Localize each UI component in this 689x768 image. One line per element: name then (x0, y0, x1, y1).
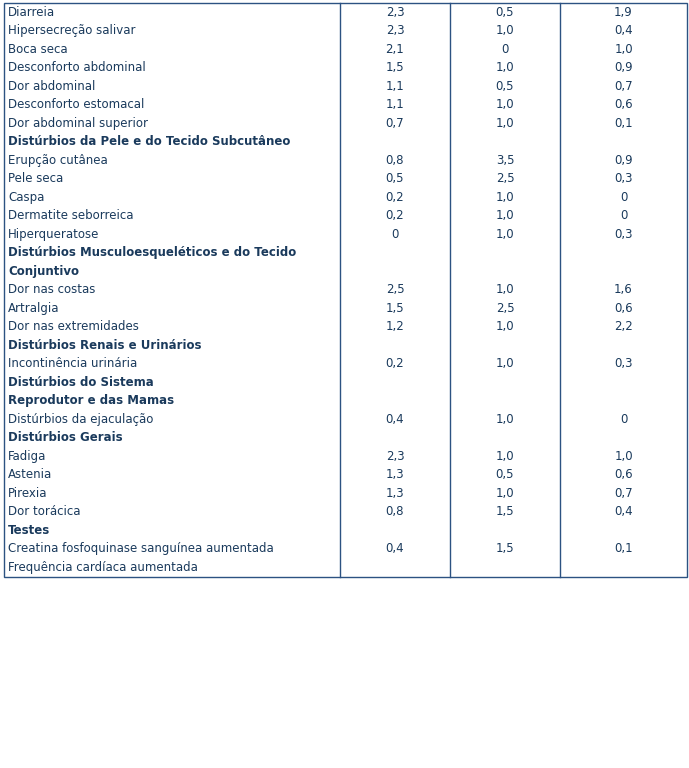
Text: Distúrbios Gerais: Distúrbios Gerais (8, 432, 123, 444)
Text: 1,0: 1,0 (495, 228, 514, 240)
Text: 1,9: 1,9 (614, 5, 633, 18)
Text: Boca seca: Boca seca (8, 43, 68, 56)
Text: 0,4: 0,4 (614, 25, 633, 38)
Text: Hiperqueratose: Hiperqueratose (8, 228, 99, 240)
Text: Hipersecreção salivar: Hipersecreção salivar (8, 25, 136, 38)
Text: 0,5: 0,5 (386, 172, 404, 185)
Text: 0,2: 0,2 (386, 209, 404, 222)
Text: 1,0: 1,0 (614, 450, 633, 463)
Text: 0,7: 0,7 (386, 117, 404, 130)
Text: 1,0: 1,0 (495, 320, 514, 333)
Text: 2,5: 2,5 (495, 172, 514, 185)
Text: Pele seca: Pele seca (8, 172, 63, 185)
Text: 0,1: 0,1 (614, 542, 633, 555)
Text: Pirexia: Pirexia (8, 487, 48, 500)
Text: 1,5: 1,5 (386, 302, 404, 315)
Text: 2,5: 2,5 (495, 302, 514, 315)
Text: Distúrbios Renais e Urinários: Distúrbios Renais e Urinários (8, 339, 201, 352)
Text: 0,5: 0,5 (496, 80, 514, 93)
Text: 1,0: 1,0 (495, 450, 514, 463)
Text: 1,5: 1,5 (386, 61, 404, 74)
Text: 1,0: 1,0 (495, 283, 514, 296)
Text: Dor nas costas: Dor nas costas (8, 283, 95, 296)
Text: 0,4: 0,4 (386, 542, 404, 555)
Text: 0,5: 0,5 (496, 5, 514, 18)
Text: 1,3: 1,3 (386, 468, 404, 482)
Text: Frequência cardíaca aumentada: Frequência cardíaca aumentada (8, 561, 198, 574)
Text: 2,1: 2,1 (386, 43, 404, 56)
Text: 0,7: 0,7 (614, 80, 633, 93)
Text: 0,2: 0,2 (386, 190, 404, 204)
Text: Testes: Testes (8, 524, 50, 537)
Text: Diarreia: Diarreia (8, 5, 55, 18)
Text: Dor torácica: Dor torácica (8, 505, 81, 518)
Text: Distúrbios da ejaculação: Distúrbios da ejaculação (8, 412, 154, 425)
Text: 1,0: 1,0 (495, 209, 514, 222)
Text: 1,0: 1,0 (614, 43, 633, 56)
Text: 1,1: 1,1 (386, 80, 404, 93)
Text: 1,0: 1,0 (495, 117, 514, 130)
Text: 0,3: 0,3 (615, 357, 633, 370)
Text: 0,7: 0,7 (614, 487, 633, 500)
Text: 0,9: 0,9 (614, 154, 633, 167)
Text: 3,5: 3,5 (496, 154, 514, 167)
Text: 0,2: 0,2 (386, 357, 404, 370)
Text: 1,5: 1,5 (495, 542, 514, 555)
Text: 2,2: 2,2 (614, 320, 633, 333)
Text: 0: 0 (620, 209, 627, 222)
Text: 1,0: 1,0 (495, 487, 514, 500)
Text: 2,3: 2,3 (386, 450, 404, 463)
Text: Distúrbios do Sistema: Distúrbios do Sistema (8, 376, 154, 389)
Bar (4, 3, 687, 577)
Text: 0: 0 (620, 412, 627, 425)
Text: Astenia: Astenia (8, 468, 52, 482)
Text: Dor abdominal superior: Dor abdominal superior (8, 117, 148, 130)
Text: 2,3: 2,3 (386, 25, 404, 38)
Text: 0,4: 0,4 (614, 505, 633, 518)
Text: Dor nas extremidades: Dor nas extremidades (8, 320, 139, 333)
Text: 1,6: 1,6 (614, 283, 633, 296)
Text: Fadiga: Fadiga (8, 450, 46, 463)
Text: 0,8: 0,8 (386, 154, 404, 167)
Text: 0: 0 (391, 228, 399, 240)
Text: 0,6: 0,6 (614, 468, 633, 482)
Text: Artralgia: Artralgia (8, 302, 59, 315)
Text: 2,5: 2,5 (386, 283, 404, 296)
Text: 0,9: 0,9 (614, 61, 633, 74)
Text: 1,1: 1,1 (386, 98, 404, 111)
Text: 0,8: 0,8 (386, 505, 404, 518)
Text: Distúrbios Musculoesqueléticos e do Tecido: Distúrbios Musculoesqueléticos e do Teci… (8, 247, 296, 260)
Text: Incontinência urinária: Incontinência urinária (8, 357, 137, 370)
Text: 0: 0 (502, 43, 508, 56)
Text: Erupção cutânea: Erupção cutânea (8, 154, 107, 167)
Text: 1,3: 1,3 (386, 487, 404, 500)
Text: Caspa: Caspa (8, 190, 44, 204)
Text: Dermatite seborreica: Dermatite seborreica (8, 209, 134, 222)
Text: 0,6: 0,6 (614, 302, 633, 315)
Text: 0,3: 0,3 (615, 228, 633, 240)
Text: Distúrbios da Pele e do Tecido Subcutâneo: Distúrbios da Pele e do Tecido Subcutâne… (8, 135, 290, 148)
Text: Conjuntivo: Conjuntivo (8, 265, 79, 278)
Text: 1,0: 1,0 (495, 98, 514, 111)
Text: 0,6: 0,6 (614, 98, 633, 111)
Text: 0,4: 0,4 (386, 412, 404, 425)
Text: Creatina fosfoquinase sanguínea aumentada: Creatina fosfoquinase sanguínea aumentad… (8, 542, 274, 555)
Text: 1,0: 1,0 (495, 190, 514, 204)
Text: Dor abdominal: Dor abdominal (8, 80, 95, 93)
Text: 1,0: 1,0 (495, 61, 514, 74)
Text: 1,5: 1,5 (495, 505, 514, 518)
Text: Desconforto estomacal: Desconforto estomacal (8, 98, 145, 111)
Text: 1,0: 1,0 (495, 357, 514, 370)
Text: 0: 0 (620, 190, 627, 204)
Text: 0,1: 0,1 (614, 117, 633, 130)
Text: 1,0: 1,0 (495, 412, 514, 425)
Text: 0,5: 0,5 (496, 468, 514, 482)
Text: 2,3: 2,3 (386, 5, 404, 18)
Text: Desconforto abdominal: Desconforto abdominal (8, 61, 146, 74)
Text: Reprodutor e das Mamas: Reprodutor e das Mamas (8, 394, 174, 407)
Text: 1,0: 1,0 (495, 25, 514, 38)
Text: 1,2: 1,2 (386, 320, 404, 333)
Text: 0,3: 0,3 (615, 172, 633, 185)
